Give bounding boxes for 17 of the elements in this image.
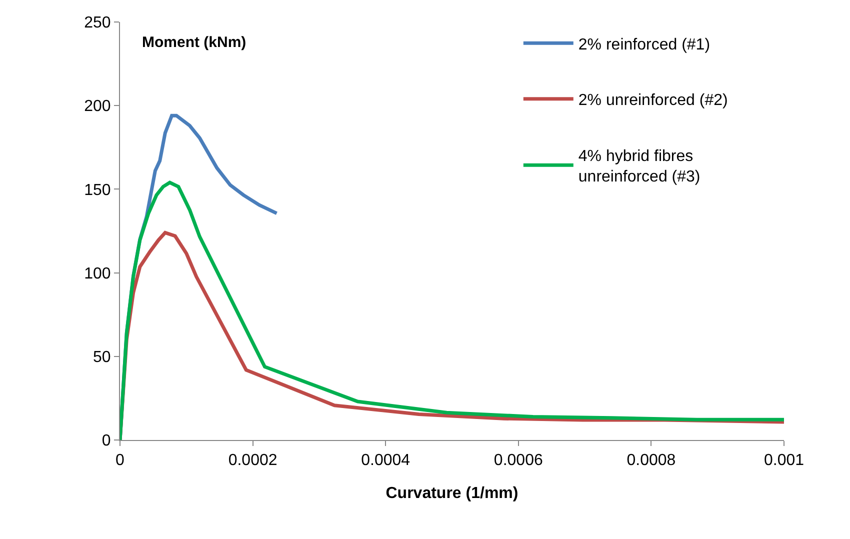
legend-label: 4% hybrid fibres unreinforced (#3)	[578, 148, 700, 186]
y-tick-label: 50	[93, 349, 111, 366]
y-tick-label: 100	[84, 265, 111, 282]
x-tick-label: 0	[116, 452, 125, 470]
y-tick-label: 150	[84, 182, 111, 199]
legend-label: 2% unreinforced (#2)	[578, 92, 728, 110]
x-tick-label: 0.0008	[626, 452, 676, 470]
y-tick-label: 200	[84, 98, 111, 116]
x-tick-label: 0.001	[764, 452, 804, 470]
x-axis-title: Curvature (1/mm)	[386, 484, 518, 502]
legend-label: 2% reinforced (#1)	[578, 36, 710, 54]
y-tick-label: 250	[84, 14, 111, 32]
y-tick-label: 0	[102, 432, 111, 450]
x-tick-label: 0.0006	[494, 452, 543, 470]
y-axis-title: Moment (kNm)	[142, 34, 246, 51]
x-tick-label: 0.0002	[228, 452, 278, 470]
x-tick-label: 0.0004	[361, 452, 410, 470]
